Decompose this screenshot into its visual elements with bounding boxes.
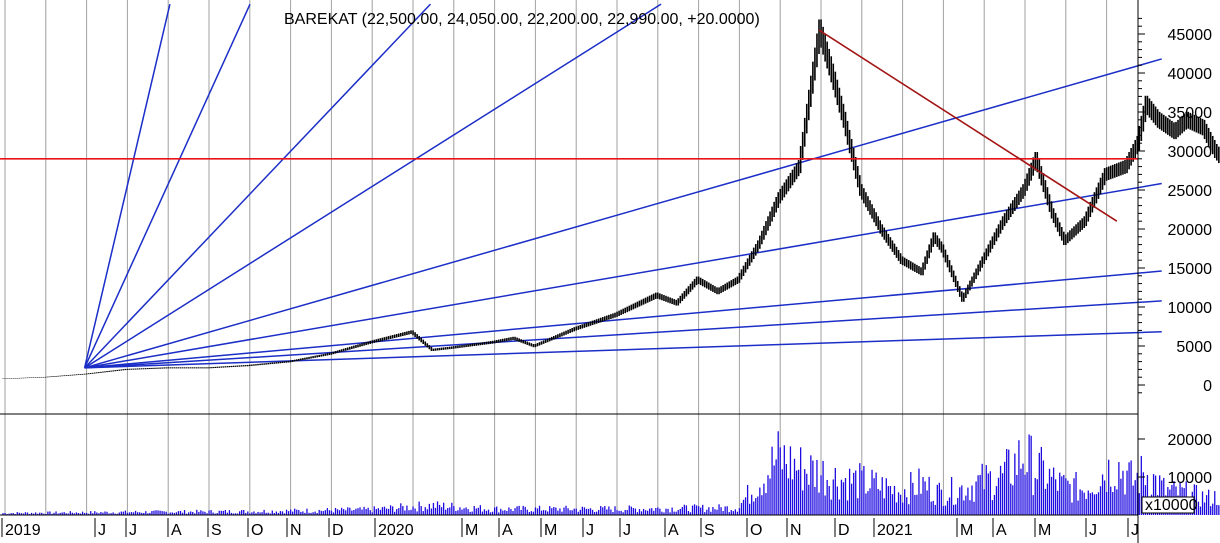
volume-multiplier-label: x10000 [1145, 497, 1198, 514]
time-tick-label: J [586, 522, 594, 539]
gann-fan-line [84, 58, 1162, 369]
time-tick-label: J [1089, 522, 1097, 539]
price-series [2, 19, 1220, 379]
price-tick-label: 35000 [1168, 105, 1213, 122]
time-tick-label: A [668, 522, 679, 539]
annotations [0, 29, 1138, 222]
time-tick-label: D [838, 522, 850, 539]
time-tick-label: A [996, 522, 1007, 539]
time-tick-label: J [129, 522, 137, 539]
price-tick-label: 5000 [1176, 339, 1212, 356]
time-tick-label: M [465, 522, 478, 539]
price-tick-label: 40000 [1168, 66, 1213, 83]
price-tick-label: 15000 [1168, 261, 1213, 278]
price-tick-label: 30000 [1168, 144, 1213, 161]
downtrend-line [818, 29, 1118, 222]
gann-fan-line [84, 300, 1162, 369]
time-tick-label: M [960, 522, 973, 539]
price-tick-label: 0 [1203, 378, 1212, 395]
gann-fan [83, 3, 1162, 369]
gann-fan-line [84, 182, 1162, 369]
gann-fan-line [83, 3, 171, 369]
gann-fan-line [84, 270, 1162, 369]
time-tick-label: 2021 [877, 522, 913, 539]
chart-frame [0, 0, 1139, 543]
time-tick-label: M [544, 522, 557, 539]
gann-fan-line [83, 3, 251, 369]
gann-fan-line [84, 3, 662, 369]
price-tick-label: 20000 [1168, 222, 1213, 239]
volume-multiplier-box [1141, 496, 1195, 514]
price-tick-label: 25000 [1168, 183, 1213, 200]
chart-title: BAREKAT (22,500.00, 24,050.00, 22,200.00… [284, 11, 760, 28]
time-tick-label: 2019 [5, 522, 41, 539]
time-tick-label: S [704, 522, 715, 539]
time-tick-label: J [1131, 522, 1139, 539]
time-tick-label: N [290, 522, 302, 539]
time-tick-label: J [623, 522, 631, 539]
volume-tick-label: 20000 [1168, 432, 1213, 449]
gann-fan-line [84, 331, 1162, 369]
time-tick-label: D [332, 522, 344, 539]
time-tick-label: O [251, 522, 263, 539]
volume-axis: 10000 20000 x10000 [1138, 432, 1212, 514]
time-tick-label: N [790, 522, 802, 539]
gann-fan-line [84, 3, 432, 369]
time-tick-label: M [1038, 522, 1051, 539]
volume-bars [2, 431, 1220, 515]
time-tick-label: 2020 [378, 522, 414, 539]
time-tick-label: A [171, 522, 182, 539]
time-tick-label: S [211, 522, 222, 539]
time-tick-label: A [502, 522, 513, 539]
price-tick-label: 45000 [1168, 27, 1213, 44]
time-axis: 2019 J J A S O N D 2020 M A M J J A S O N D 2021 M A M J J [1, 518, 1139, 539]
volume-tick-label: 10000 [1168, 470, 1213, 487]
time-tick-label: O [750, 522, 762, 539]
price-tick-label: 10000 [1168, 300, 1213, 317]
price-axis: 0 5000 10000 15000 20000 25000 30000 35000 40000… [1138, 17, 1213, 395]
time-tick-label: J [98, 522, 106, 539]
